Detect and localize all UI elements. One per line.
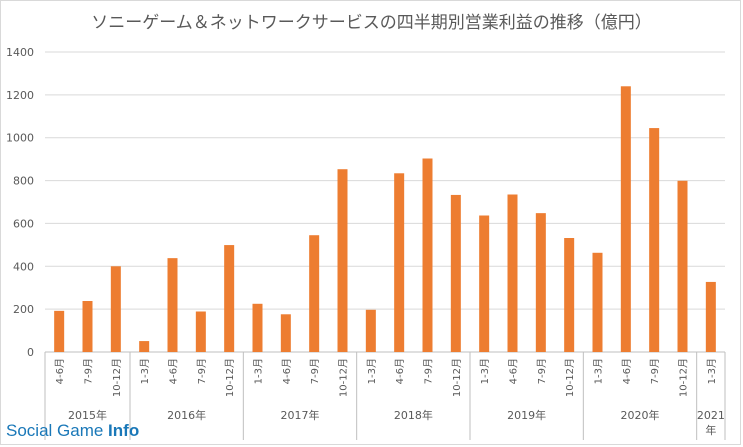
x-tick-label: 7-9月 [649,358,661,384]
bar [649,128,660,352]
bar [422,158,433,352]
watermark-text-bold: Info [108,421,140,440]
watermark-text: Social Game [6,421,109,440]
x-tick-label: 10-12月 [338,358,350,397]
year-group-label: 2016年 [167,408,206,422]
x-tick-label: 4-6月 [54,358,66,384]
bar [224,245,235,352]
bar [110,266,121,352]
bar [82,301,93,352]
y-tick-label: 800 [13,175,34,188]
bar [592,252,603,352]
bar [139,341,150,352]
x-tick-label: 4-6月 [621,358,633,384]
x-tick-label: 1-3月 [139,358,151,384]
year-group-label: 2019年 [507,408,546,422]
bar [535,213,546,352]
x-tick-label: 1-3月 [706,358,718,384]
bar [252,303,263,352]
chart-title: ソニーゲーム＆ネットワークサービスの四半期別営業利益の推移（億円） [91,13,652,33]
bar [167,258,178,352]
watermark-logo: Social Game Info [6,421,139,441]
x-tick-label: 10-12月 [564,358,576,397]
year-group-label: 2018年 [394,408,433,422]
x-tick-label: 7-9月 [309,358,321,384]
x-tick-label: 7-9月 [423,358,435,384]
y-tick-label: 400 [13,260,34,273]
y-tick-label: 0 [27,346,34,359]
bar [337,169,348,352]
bar [705,281,716,352]
bar [280,314,291,352]
x-tick-label: 7-9月 [536,358,548,384]
x-tick-label: 10-12月 [111,358,123,397]
x-tick-label: 4-6月 [168,358,180,384]
year-group-label: 2020年 [621,408,660,422]
x-tick-label: 4-6月 [394,358,406,384]
y-tick-label: 200 [13,303,34,316]
y-tick-label: 1400 [6,46,34,59]
y-tick-label: 600 [13,217,34,230]
y-tick-label: 1200 [6,89,34,102]
x-tick-label: 7-9月 [196,358,208,384]
bar [620,86,631,353]
x-tick-label: 10-12月 [678,358,690,397]
bar [564,238,575,352]
x-tick-label: 7-9月 [83,358,95,384]
year-group-label: 2021 年 [697,409,725,437]
x-tick-label: 1-3月 [366,358,378,384]
x-tick-label: 1-3月 [593,358,605,384]
x-tick-label: 1-3月 [253,358,265,384]
y-tick-label: 1000 [6,132,34,145]
x-tick-label: 4-6月 [508,358,520,384]
bar [309,235,320,352]
bar [677,180,688,352]
x-tick-label: 10-12月 [451,358,463,397]
bar [195,311,206,352]
year-group-label: 2015年 [68,408,107,422]
x-tick-label: 4-6月 [281,358,293,384]
bar [450,194,461,352]
bar [365,309,376,352]
x-tick-label: 10-12月 [224,358,236,397]
year-group-label: 2017年 [281,408,320,422]
x-tick-label: 1-3月 [479,358,491,384]
bar [507,194,518,352]
bar [479,215,490,352]
bar [394,173,405,352]
bar [54,310,65,352]
